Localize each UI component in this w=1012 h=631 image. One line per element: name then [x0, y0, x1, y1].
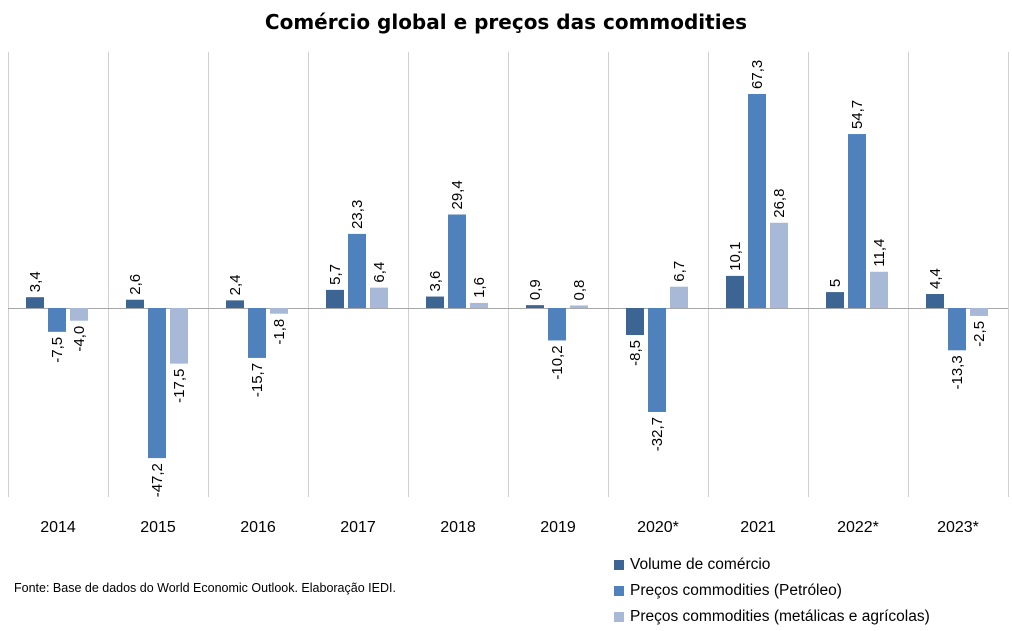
data-label: 11,4: [871, 239, 888, 267]
data-label: 2,6: [127, 274, 144, 295]
bar: [226, 300, 244, 308]
data-label: 4,4: [927, 268, 944, 289]
data-label: 10,1: [727, 242, 744, 271]
bar: [48, 308, 66, 332]
data-label: -2,5: [971, 321, 988, 347]
data-label: 3,6: [427, 271, 444, 292]
bar: [248, 308, 266, 358]
data-label: -1,8: [271, 319, 288, 345]
data-label: -15,7: [249, 363, 266, 397]
bar: [848, 134, 866, 308]
data-label: 1,6: [471, 277, 488, 298]
data-label: 2,4: [227, 275, 244, 296]
data-label: 54,7: [849, 100, 866, 129]
bar: [126, 299, 144, 308]
legend-item-metalicas: Preços commodities (metálicas e agrícola…: [614, 604, 930, 630]
bar: [26, 297, 44, 308]
legend-label: Preços commodities (metálicas e agrícola…: [630, 608, 930, 625]
bar: [648, 308, 666, 412]
data-label: -10,2: [549, 345, 566, 379]
bar: [470, 302, 488, 308]
legend-swatch: [614, 586, 624, 596]
bar: [870, 271, 888, 308]
data-label: -17,5: [171, 369, 188, 403]
bar: [526, 305, 544, 308]
bar: [670, 286, 688, 308]
bar: [448, 214, 466, 308]
data-label: 67,3: [749, 60, 766, 89]
bar: [826, 292, 844, 308]
data-label: -32,7: [649, 417, 666, 451]
legend-label: Preços commodities (Petróleo): [630, 582, 842, 599]
data-label: 23,3: [349, 200, 366, 229]
data-label: -7,5: [49, 337, 66, 363]
bar: [726, 275, 744, 308]
bar: [326, 289, 344, 308]
category-label: 2020*: [637, 519, 679, 536]
category-label: 2023*: [937, 519, 979, 536]
bar: [348, 233, 366, 308]
category-labels: 2014 2015 2016 2017 2018 2019 2020* 2021 2022* 20…: [40, 519, 979, 536]
bar: [948, 308, 966, 351]
data-label: 0,9: [527, 279, 544, 300]
bars: [26, 93, 988, 459]
bar: [570, 305, 588, 308]
bar: [970, 308, 988, 316]
data-label: 6,7: [671, 261, 688, 282]
legend-label: Volume de comércio: [630, 556, 771, 573]
bar: [626, 308, 644, 336]
bar: [926, 294, 944, 308]
data-label: -8,5: [627, 340, 644, 366]
category-label: 2021: [740, 519, 776, 536]
legend: Volume de comércio Preços commodities (P…: [614, 552, 930, 630]
category-label: 2016: [240, 519, 276, 536]
bar: [148, 308, 166, 459]
data-label: 5: [827, 279, 844, 287]
category-label: 2022*: [837, 519, 879, 536]
source-note: Fonte: Base de dados do World Economic O…: [14, 581, 396, 595]
data-label: -13,3: [949, 355, 966, 389]
category-label: 2017: [340, 519, 376, 536]
bar: [270, 308, 288, 314]
category-label: 2014: [40, 519, 76, 536]
bar: [548, 308, 566, 341]
data-label: -4,0: [71, 326, 88, 352]
legend-item-petroleo: Preços commodities (Petróleo): [614, 578, 930, 604]
chart-title: Comércio global e preços das commodities: [264, 10, 748, 34]
bar: [770, 222, 788, 308]
category-label: 2019: [540, 519, 576, 536]
bar: [748, 93, 766, 309]
data-label: -47,2: [149, 463, 166, 497]
bar: [70, 308, 88, 321]
bar: [370, 287, 388, 308]
data-label: 6,4: [371, 262, 388, 283]
data-label: 29,4: [449, 180, 466, 209]
category-separators: [8, 52, 1009, 497]
bar: [426, 296, 444, 308]
legend-item-volume: Volume de comércio: [614, 552, 930, 578]
data-labels: 3,4 -7,5 -4,0 2,6 -47,2 -17,5 2,4 -15,7 -1,8 5,7 2…: [27, 60, 988, 498]
category-label: 2018: [440, 519, 476, 536]
data-label: 3,4: [27, 271, 44, 292]
data-label: 26,8: [771, 189, 788, 218]
bar: [170, 308, 188, 364]
legend-swatch: [614, 560, 624, 570]
data-label: 0,8: [571, 280, 588, 301]
legend-swatch: [614, 612, 624, 622]
category-label: 2015: [140, 519, 176, 536]
data-label: 5,7: [327, 264, 344, 285]
